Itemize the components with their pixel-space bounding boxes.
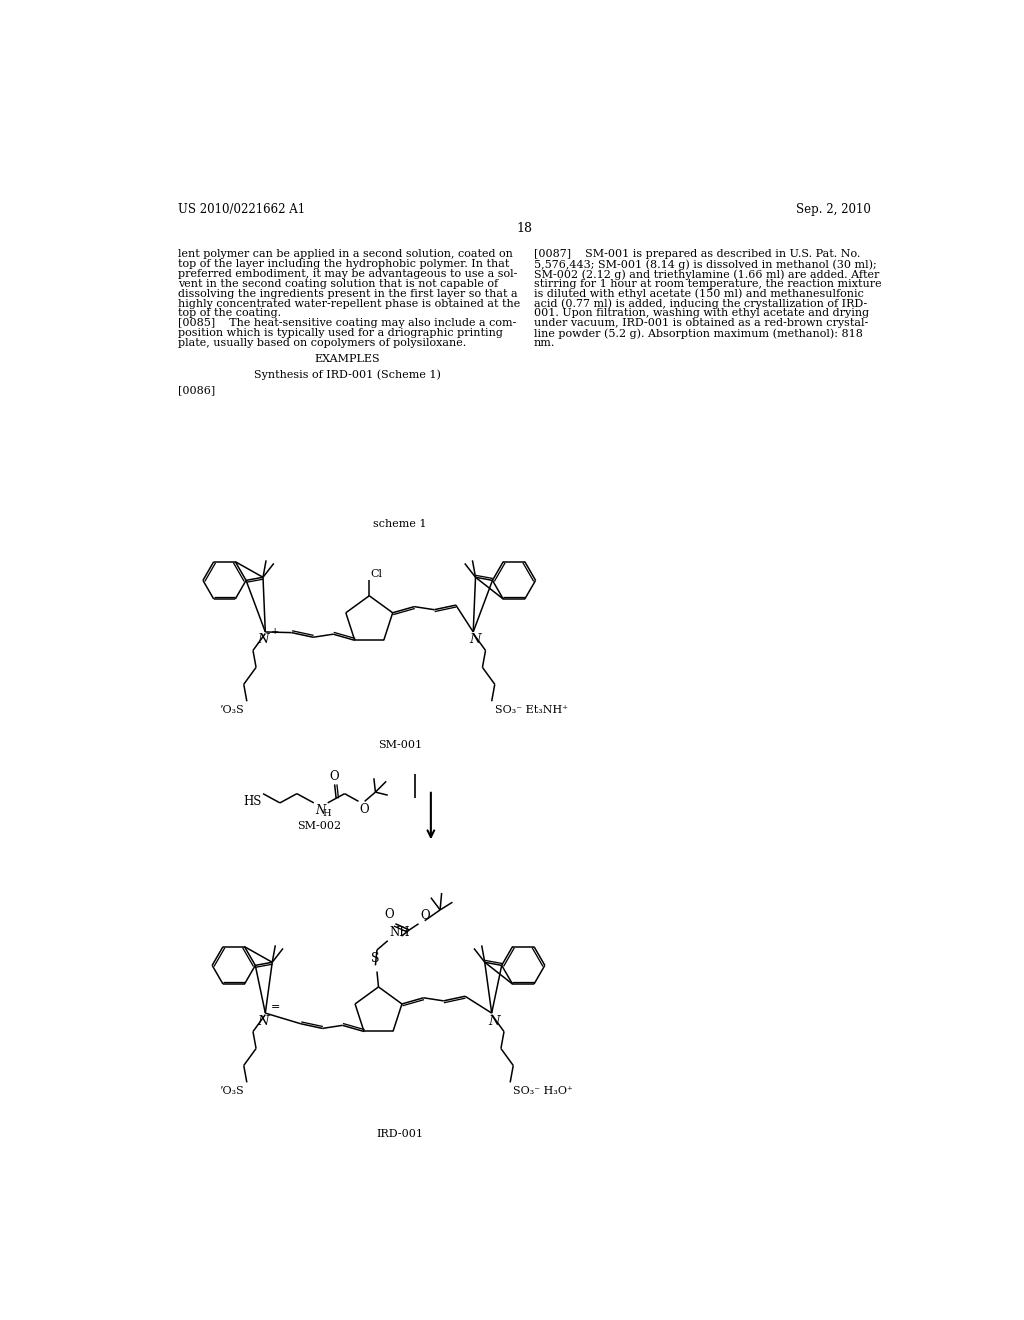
Text: SO₃⁻ H₃O⁺: SO₃⁻ H₃O⁺: [513, 1086, 573, 1096]
Text: 18: 18: [517, 222, 532, 235]
Text: acid (0.77 ml) is added, inducing the crystallization of IRD-: acid (0.77 ml) is added, inducing the cr…: [535, 298, 867, 309]
Text: dissolving the ingredients present in the first layer so that a: dissolving the ingredients present in th…: [178, 289, 518, 298]
Text: EXAMPLES: EXAMPLES: [315, 354, 381, 364]
Text: N: N: [257, 634, 269, 647]
Text: S: S: [371, 952, 380, 965]
Text: N: N: [315, 804, 326, 817]
Text: [0087]    SM-001 is prepared as described in U.S. Pat. No.: [0087] SM-001 is prepared as described i…: [535, 249, 860, 259]
Text: O: O: [359, 803, 369, 816]
Text: Sep. 2, 2010: Sep. 2, 2010: [797, 203, 871, 216]
Text: 5,576,443; SM-001 (8.14 g) is dissolved in methanol (30 ml);: 5,576,443; SM-001 (8.14 g) is dissolved …: [535, 259, 877, 269]
Text: position which is typically used for a driographic printing: position which is typically used for a d…: [178, 329, 503, 338]
Text: N: N: [257, 1015, 269, 1028]
Text: Synthesis of IRD-001 (Scheme 1): Synthesis of IRD-001 (Scheme 1): [254, 370, 441, 380]
Text: under vacuum, IRD-001 is obtained as a red-brown crystal-: under vacuum, IRD-001 is obtained as a r…: [535, 318, 868, 329]
Text: [0086]: [0086]: [178, 385, 215, 395]
Text: SM-001: SM-001: [378, 739, 422, 750]
Text: preferred embodiment, it may be advantageous to use a sol-: preferred embodiment, it may be advantag…: [178, 269, 518, 279]
Text: is diluted with ethyl acetate (150 ml) and methanesulfonic: is diluted with ethyl acetate (150 ml) a…: [535, 289, 864, 300]
Text: top of the layer including the hydrophobic polymer. In that: top of the layer including the hydrophob…: [178, 259, 510, 269]
Text: =: =: [270, 1002, 281, 1012]
Text: nm.: nm.: [535, 338, 555, 348]
Text: H: H: [323, 809, 331, 818]
Text: SM-002 (2.12 g) and triethylamine (1.66 ml) are added. After: SM-002 (2.12 g) and triethylamine (1.66 …: [535, 269, 880, 280]
Text: vent in the second coating solution that is not capable of: vent in the second coating solution that…: [178, 279, 499, 289]
Text: N: N: [470, 634, 481, 647]
Text: line powder (5.2 g). Absorption maximum (methanol): 818: line powder (5.2 g). Absorption maximum …: [535, 329, 863, 339]
Text: HS: HS: [243, 795, 261, 808]
Text: N: N: [488, 1015, 500, 1028]
Text: O: O: [384, 908, 394, 921]
Text: highly concentrated water-repellent phase is obtained at the: highly concentrated water-repellent phas…: [178, 298, 520, 309]
Text: [0085]    The heat-sensitive coating may also include a com-: [0085] The heat-sensitive coating may al…: [178, 318, 517, 329]
Text: IRD-001: IRD-001: [377, 1129, 424, 1139]
Text: ’O₃S: ’O₃S: [219, 1086, 244, 1096]
Text: SO₃⁻ Et₃NH⁺: SO₃⁻ Et₃NH⁺: [495, 705, 567, 715]
Text: +: +: [270, 627, 279, 635]
Text: 001. Upon filtration, washing with ethyl acetate and drying: 001. Upon filtration, washing with ethyl…: [535, 309, 869, 318]
Text: top of the coating.: top of the coating.: [178, 309, 282, 318]
Text: SM-002: SM-002: [297, 821, 341, 830]
Text: Cl: Cl: [370, 569, 382, 578]
Text: US 2010/0221662 A1: US 2010/0221662 A1: [178, 203, 305, 216]
Text: stirring for 1 hour at room temperature, the reaction mixture: stirring for 1 hour at room temperature,…: [535, 279, 882, 289]
Text: lent polymer can be applied in a second solution, coated on: lent polymer can be applied in a second …: [178, 249, 513, 259]
Text: scheme 1: scheme 1: [374, 519, 427, 529]
Text: O: O: [420, 909, 430, 923]
Text: NH: NH: [389, 927, 410, 940]
Text: O: O: [330, 770, 339, 783]
Text: ’O₃S: ’O₃S: [219, 705, 244, 715]
Text: plate, usually based on copolymers of polysiloxane.: plate, usually based on copolymers of po…: [178, 338, 467, 348]
